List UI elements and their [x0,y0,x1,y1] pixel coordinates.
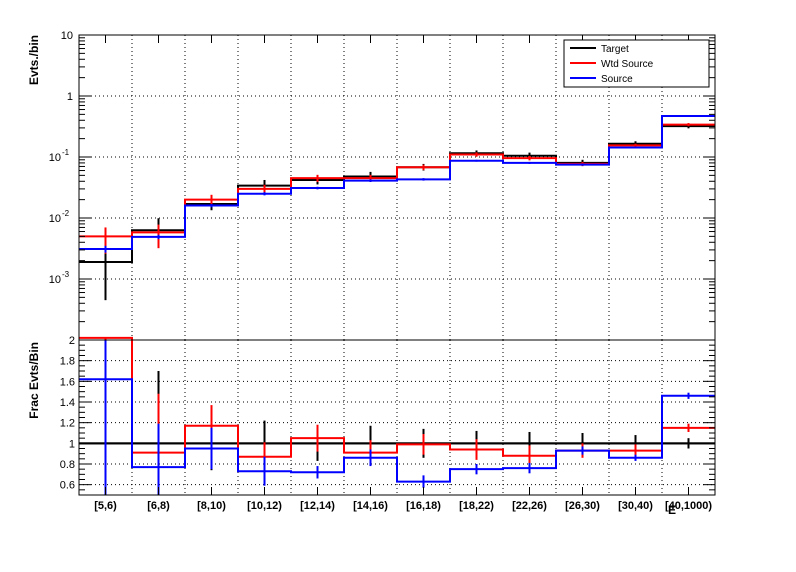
legend-label: Source [601,74,633,85]
top-series-source [79,115,715,253]
series-line [79,115,715,251]
y-tick-label: 10 [61,30,73,42]
x-tick-label: [22,26) [512,500,547,512]
y-tick-label: 0.8 [60,459,75,471]
y-tick-label: 10 [49,213,61,225]
x-tick-label: [40,1000) [665,500,712,512]
x-tick-label: [14,16) [353,500,388,512]
y-tick-label-exponent: -2 [62,209,70,218]
bottom-y-axis: 0.6 0.8 1 1.2 1.4 1.6 1.8 2 [60,335,715,496]
bottom-series-source [79,340,715,495]
y-tick-label-exponent: -1 [62,148,70,157]
y-tick-label: 1.2 [60,418,75,430]
series-line [79,378,715,483]
top-panel-plot [79,115,715,301]
legend-label: Wtd Source [601,59,654,70]
x-axis: [5,6) [6,8) [8,10) [10,12) [12,14) [14,16) [16… [94,35,712,512]
x-axis-label: E [668,503,676,517]
top-y-axis-label: Evts./bin [27,35,41,85]
x-tick-label: [5,6) [94,500,117,512]
bottom-panel-plot [79,336,715,495]
x-tick-label: [10,12) [247,500,282,512]
y-tick-label: 10 [49,152,61,164]
legend: Target Wtd Source Source [563,39,710,88]
y-tick-label: 1.4 [60,397,75,409]
y-tick-label: 0.6 [60,480,75,492]
x-tick-label: [26,30) [565,500,600,512]
x-tick-label: [16,18) [406,500,441,512]
legend-item-target: Target [570,44,629,55]
y-tick-label: 2 [69,335,75,347]
x-tick-label: [12,14) [300,500,335,512]
y-tick-label: 1.6 [60,376,75,388]
legend-label: Target [601,44,629,55]
y-tick-label: 1 [69,438,75,450]
legend-item-source: Source [570,74,633,85]
y-tick-label-exponent: -3 [62,270,70,279]
bottom-y-axis-label: Frac Evts/Bin [27,342,41,419]
x-tick-label: [8,10) [197,500,226,512]
x-tick-label: [30,40) [618,500,653,512]
y-tick-label: 1 [67,91,73,103]
y-tick-label: 10 [49,274,61,286]
x-tick-label: [6,8) [147,500,170,512]
y-tick-label: 1.8 [60,356,75,368]
legend-item-wtd-source: Wtd Source [570,59,654,70]
x-tick-label: [18,22) [459,500,494,512]
